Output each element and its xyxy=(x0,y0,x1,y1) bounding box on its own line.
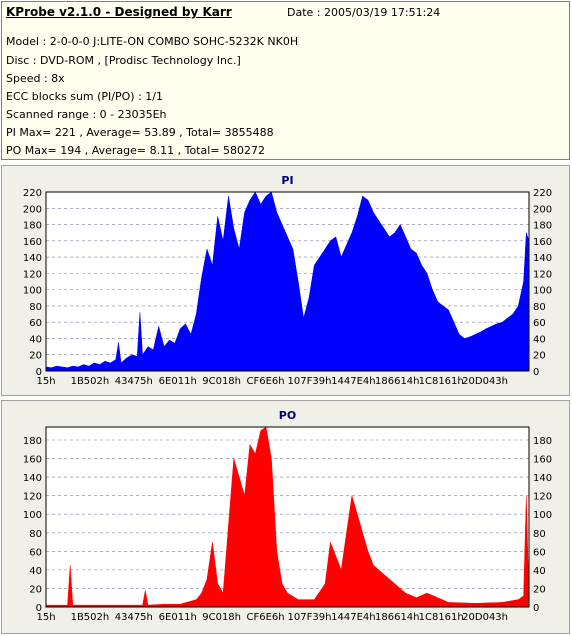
pi-ytick-label-right: 180 xyxy=(533,221,552,232)
pi-xtick-label: 6E011h xyxy=(159,376,197,387)
po-ytick-label-left: 100 xyxy=(23,510,42,521)
pi-ytick-label-left: 160 xyxy=(23,237,42,248)
pi-xtick-label: 1B502h xyxy=(71,376,110,387)
ecc-line: ECC blocks sum (PI/PO) : 1/1 xyxy=(6,90,163,103)
po-plot-frame xyxy=(45,426,530,608)
pi-plot-frame xyxy=(45,191,530,372)
po-ytick-label-left: 120 xyxy=(23,492,42,503)
pi-ytick-label-left: 0 xyxy=(36,367,42,378)
po-ytick-label-right: 0 xyxy=(533,603,539,614)
po-ytick-label-right: 140 xyxy=(533,473,552,484)
pi-xtick-label: 186614h xyxy=(375,376,420,387)
pi-ytick-label-right: 160 xyxy=(533,237,552,248)
po-chart-panel: PO 0 0 20 20 40 40 60 60 80 80 100 100 120 120 140 140 16… xyxy=(1,400,570,634)
po-xtick-label: 43475h xyxy=(115,612,153,623)
scan-date: Date : 2005/03/19 17:51:24 xyxy=(287,6,441,19)
po-xtick-label: 15h xyxy=(36,612,55,623)
po-ytick-label-left: 0 xyxy=(36,603,42,614)
pi-chart-panel: PI 0 0 20 20 40 40 60 60 80 80 100 100 120 120 140 140 16… xyxy=(1,165,570,396)
po-ytick-label-right: 20 xyxy=(533,584,546,595)
pi-xtick-label: CF6E6h xyxy=(246,376,284,387)
pi-ytick-label-left: 40 xyxy=(29,334,42,345)
pi-ytick-label-right: 0 xyxy=(533,367,539,378)
po-xtick-label: 1B502h xyxy=(71,612,110,623)
po-ytick-label-left: 60 xyxy=(29,547,42,558)
po-xtick-label: 1447E4h xyxy=(331,612,375,623)
pi-series-area xyxy=(45,191,530,372)
pi-ytick-label-left: 80 xyxy=(29,302,42,313)
model-line: Model : 2-0-0-0 J:LITE-ON COMBO SOHC-523… xyxy=(6,35,299,48)
po-ytick-label-right: 180 xyxy=(533,436,552,447)
po-xtick-label: 20D043h xyxy=(462,612,508,623)
po-xtick-label: CF6E6h xyxy=(246,612,284,623)
pi-ytick-label-right: 100 xyxy=(533,286,552,297)
po-ytick-label-right: 60 xyxy=(533,547,546,558)
pi-xtick-label: 9C018h xyxy=(202,376,241,387)
po-chart-title: PO xyxy=(279,409,296,422)
po-xtick-label: 1C8161h xyxy=(419,612,464,623)
pi-ytick-label-left: 20 xyxy=(29,351,42,362)
pi-ytick-label-left: 60 xyxy=(29,318,42,329)
info-panel: KProbe v2.1.0 - Designed by Karr Date : … xyxy=(1,1,570,160)
pi-ytick-label-right: 140 xyxy=(533,253,552,264)
pi-ytick-label-right: 220 xyxy=(533,188,552,199)
po-ytick-label-right: 100 xyxy=(533,510,552,521)
po-xtick-label: 9C018h xyxy=(202,612,241,623)
pi-chart-title: PI xyxy=(281,174,293,187)
po-plot-area xyxy=(45,426,530,608)
pi-ytick-label-right: 40 xyxy=(533,334,546,345)
po-xtick-label: 107F39h xyxy=(288,612,332,623)
pi-ytick-label-left: 180 xyxy=(23,221,42,232)
app-title: KProbe v2.1.0 - Designed by Karr xyxy=(6,5,232,19)
pi-xtick-label: 1447E4h xyxy=(331,376,375,387)
pi-xtick-label: 1C8161h xyxy=(419,376,464,387)
po-ytick-label-right: 120 xyxy=(533,492,552,503)
po-stats-line: PO Max= 194 , Average= 8.11 , Total= 580… xyxy=(6,144,265,157)
speed-line: Speed : 8x xyxy=(6,72,65,85)
po-ytick-label-left: 140 xyxy=(23,473,42,484)
pi-xtick-label: 107F39h xyxy=(288,376,332,387)
pi-ytick-label-left: 120 xyxy=(23,269,42,280)
pi-ytick-label-left: 100 xyxy=(23,286,42,297)
po-ytick-label-right: 80 xyxy=(533,529,546,540)
pi-ytick-label-right: 20 xyxy=(533,351,546,362)
pi-xtick-label: 20D043h xyxy=(462,376,508,387)
pi-stats-line: PI Max= 221 , Average= 53.89 , Total= 38… xyxy=(6,126,274,139)
po-ytick-label-left: 80 xyxy=(29,529,42,540)
pi-ytick-label-right: 80 xyxy=(533,302,546,313)
pi-xtick-label: 15h xyxy=(36,376,55,387)
po-ytick-label-right: 40 xyxy=(533,566,546,577)
pi-ytick-label-right: 200 xyxy=(533,204,552,215)
po-ytick-label-left: 160 xyxy=(23,455,42,466)
po-ytick-label-left: 180 xyxy=(23,436,42,447)
pi-ytick-label-left: 140 xyxy=(23,253,42,264)
po-series-area xyxy=(45,426,530,608)
range-line: Scanned range : 0 - 23035Eh xyxy=(6,108,167,121)
po-ytick-label-left: 40 xyxy=(29,566,42,577)
pi-chart: PI 0 0 20 20 40 40 60 60 80 80 100 100 120 120 140 140 16… xyxy=(23,174,552,387)
pi-ytick-label-right: 60 xyxy=(533,318,546,329)
pi-ytick-label-right: 120 xyxy=(533,269,552,280)
pi-xtick-label: 43475h xyxy=(115,376,153,387)
disc-line: Disc : DVD-ROM , [Prodisc Technology Inc… xyxy=(6,54,241,67)
po-xtick-label: 186614h xyxy=(375,612,420,623)
po-xtick-label: 6E011h xyxy=(159,612,197,623)
pi-ytick-label-left: 220 xyxy=(23,188,42,199)
po-chart: PO 0 0 20 20 40 40 60 60 80 80 100 100 120 120 140 140 16… xyxy=(23,409,552,623)
po-ytick-label-left: 20 xyxy=(29,584,42,595)
pi-ytick-label-left: 200 xyxy=(23,204,42,215)
po-ytick-label-right: 160 xyxy=(533,455,552,466)
